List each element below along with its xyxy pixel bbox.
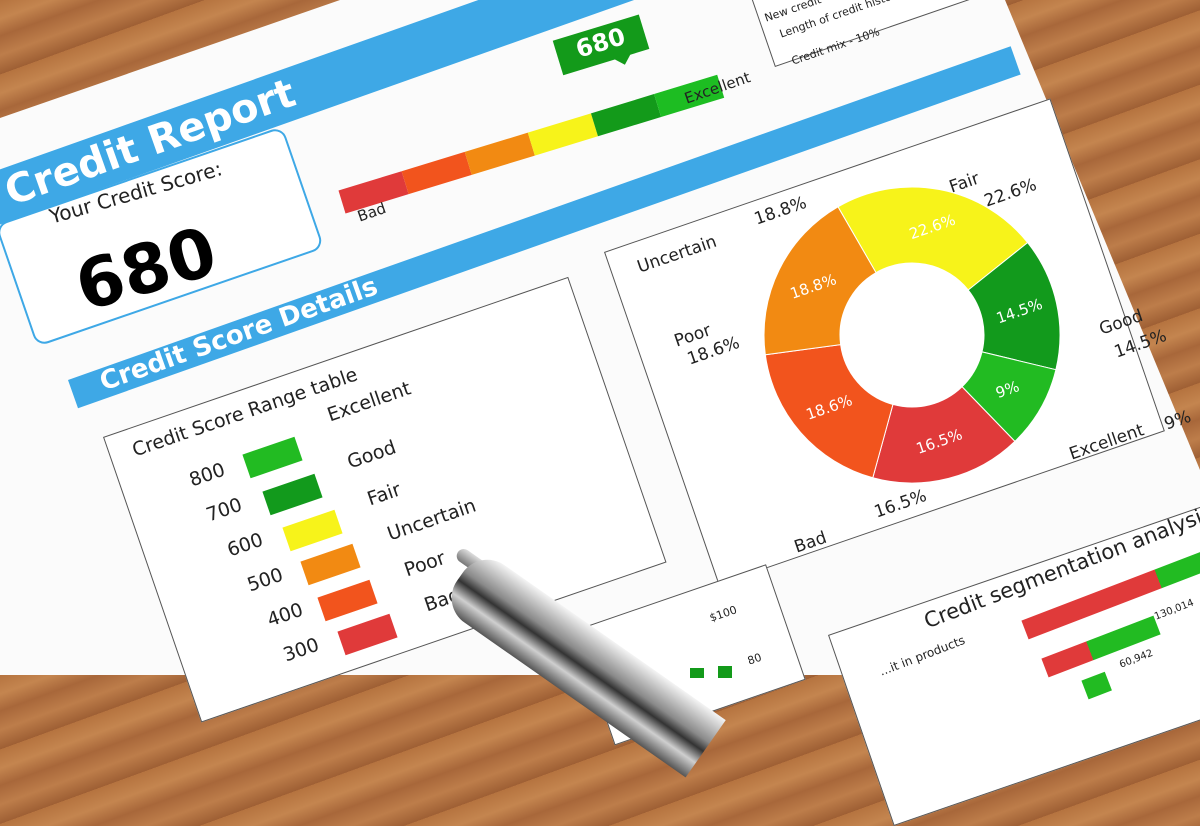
donut-slice-poor <box>764 344 894 479</box>
donut-slice-uncertain <box>763 206 877 356</box>
small-chart-bar <box>718 666 732 678</box>
donut-slice-bad <box>872 386 1016 484</box>
small-chart-bar <box>690 668 704 678</box>
donut-chart: 22.6%14.5%9%16.5%18.6%18.8% <box>763 186 1061 484</box>
donut-slice-fair <box>837 186 1029 291</box>
